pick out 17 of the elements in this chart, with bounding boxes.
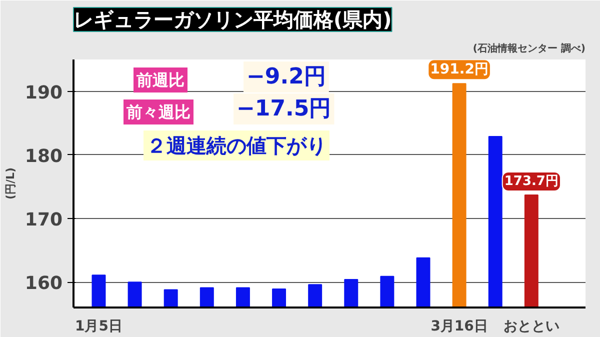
annotation: −17.5円 [236, 96, 332, 122]
annotation: 前々週比 [126, 102, 190, 122]
text: (石油情報センター 調べ) [472, 42, 586, 54]
y-tick-label: 190 [24, 82, 63, 104]
y-tick-label: 160 [24, 273, 63, 294]
data-label: 173.7円 [504, 174, 558, 189]
y-tick-label: 170 [24, 209, 63, 230]
y-tick-label: 180 [24, 146, 63, 167]
y-axis-title: (円/L) [4, 167, 17, 200]
chart-title: レギュラーガソリン平均価格(県内) [74, 8, 392, 32]
annotation: ２週連続の値下がり [146, 134, 326, 158]
annotation: −9.2円 [246, 64, 326, 90]
x-tick-label: 3月16日 [430, 318, 488, 334]
data-label: 191.2円 [430, 62, 488, 78]
x-tick-label: おととい [503, 318, 560, 334]
annotation: 前週比 [136, 70, 184, 90]
x-tick-label: 1月5日 [75, 318, 122, 334]
